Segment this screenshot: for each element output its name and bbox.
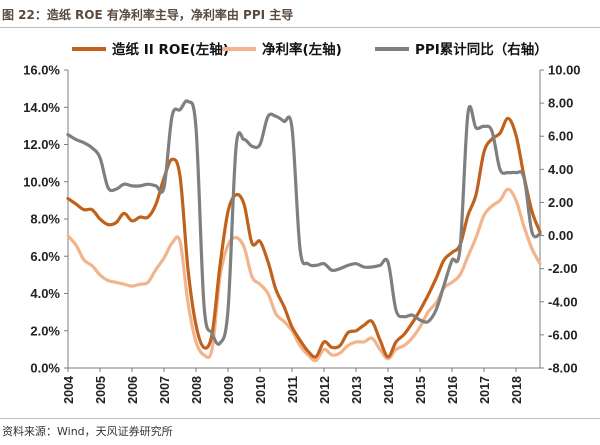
left-tick-label: 8.0% [30, 212, 60, 227]
legend-label-0: 造纸 II ROE(左轴) [112, 41, 229, 58]
left-tick-label: 2.0% [30, 323, 60, 338]
left-tick-label: 12.0% [23, 137, 60, 152]
right-tick-label: 2.00 [548, 195, 573, 210]
source-divider [0, 418, 600, 419]
right-tick-label: 10.00 [548, 63, 581, 78]
chart-series [66, 99, 542, 363]
x-tick-label: 2010 [254, 376, 268, 404]
series-line-0 [66, 116, 542, 359]
x-tick-label: 2014 [382, 376, 396, 404]
right-tick-label: 6.00 [548, 129, 573, 144]
left-tick-label: 6.0% [30, 249, 60, 264]
x-tick-label: 2007 [158, 376, 172, 404]
x-tick-label: 2008 [190, 376, 204, 404]
x-tick-label: 2013 [350, 376, 364, 404]
right-tick-label: 8.00 [548, 96, 573, 111]
source-note: 资料来源：Wind，天风证券研究所 [2, 425, 173, 438]
x-tick-label: 2011 [286, 376, 300, 403]
left-tick-label: 0.0% [30, 361, 60, 376]
x-tick-label: 2016 [446, 376, 460, 404]
right-tick-label: -4.00 [548, 294, 578, 309]
x-tick-label: 2006 [126, 376, 140, 404]
legend-label-1: 净利率(左轴) [262, 41, 342, 58]
left-tick-label: 10.0% [23, 174, 60, 189]
series-line-2 [66, 99, 542, 346]
x-tick-label: 2009 [222, 376, 236, 404]
line-chart: 造纸 II ROE(左轴) 净利率(左轴) PPI累计同比（右轴） 0.0% 2.0%… [23, 41, 580, 404]
x-tick-label: 2012 [318, 376, 332, 404]
chart-axes: 0.0% 2.0% 4.0% 6.0% 8.0% 10.0% 12.0% 14.0% 16.0%… [23, 63, 580, 404]
x-tick-label: 2017 [478, 376, 492, 404]
left-tick-label: 16.0% [23, 63, 60, 78]
legend-label-2: PPI累计同比（右轴） [415, 41, 548, 58]
right-tick-label: -8.00 [548, 361, 578, 376]
right-tick-label: 4.00 [548, 162, 573, 177]
right-tick-label: -2.00 [548, 261, 578, 276]
chart-legend: 造纸 II ROE(左轴) 净利率(左轴) PPI累计同比（右轴） [72, 41, 548, 58]
x-tick-label: 2004 [62, 376, 76, 404]
title-divider [0, 27, 600, 28]
right-tick-label: 0.00 [548, 228, 573, 243]
right-tick-label: -6.00 [548, 327, 578, 342]
left-tick-label: 14.0% [23, 100, 60, 115]
left-tick-label: 4.0% [30, 286, 60, 301]
x-tick-label: 2015 [414, 376, 428, 404]
figure-title: 图 22：造纸 ROE 有净利率主导，净利率由 PPI 主导 [2, 8, 294, 22]
x-tick-label: 2018 [510, 376, 524, 404]
series-line-1 [66, 187, 542, 363]
x-tick-label: 2005 [94, 376, 108, 404]
